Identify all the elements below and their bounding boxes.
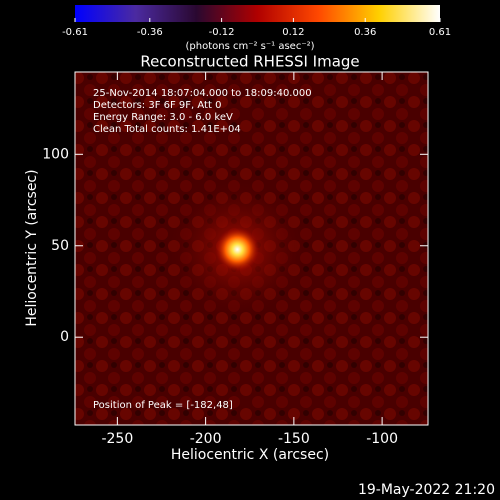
colorbar-tick-label: -0.61 <box>62 27 88 38</box>
y-tick-label: 0 <box>60 329 69 345</box>
timestamp: 19-May-2022 21:20 <box>358 482 495 498</box>
x-tick-label: -100 <box>366 431 398 447</box>
y-axis-label: Heliocentric Y (arcsec) <box>24 169 40 326</box>
chart-title: Reconstructed RHESSI Image <box>140 53 359 71</box>
annotation: Energy Range: 3.0 - 6.0 keV <box>93 112 233 123</box>
annotation: Clean Total counts: 1.41E+04 <box>93 124 241 135</box>
colorbar-tick-label: 0.61 <box>429 27 451 38</box>
y-tick-label: 100 <box>42 146 69 162</box>
colorbar-label: (photons cm⁻² s⁻¹ asec⁻²) <box>185 41 314 52</box>
colorbar-tick-label: -0.36 <box>137 27 163 38</box>
peak-label: Position of Peak = [-182,48] <box>93 400 233 411</box>
x-tick-label: -250 <box>101 431 133 447</box>
plot-frame <box>74 71 429 426</box>
y-tick-label: 50 <box>51 238 69 254</box>
colorbar-tick-label: 0.12 <box>282 27 304 38</box>
peak-source <box>215 227 260 272</box>
colorbar <box>75 5 440 22</box>
x-tick-label: -150 <box>278 431 310 447</box>
annotation: 25-Nov-2014 18:07:04.000 to 18:09:40.000 <box>93 88 312 99</box>
colorbar-tick-label: 0.36 <box>354 27 376 38</box>
x-tick-label: -200 <box>190 431 222 447</box>
annotation: Detectors: 3F 6F 9F, Att 0 <box>93 100 221 111</box>
colorbar-tick-label: -0.12 <box>209 27 235 38</box>
x-axis-label: Heliocentric X (arcsec) <box>171 447 329 463</box>
